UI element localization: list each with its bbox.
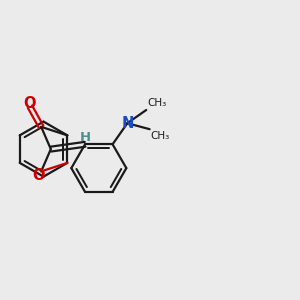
Text: CH₃: CH₃ (147, 98, 167, 108)
Text: O: O (24, 96, 36, 111)
Text: CH₃: CH₃ (151, 131, 170, 141)
Text: N: N (121, 116, 134, 131)
Text: O: O (33, 168, 45, 183)
Text: H: H (80, 131, 91, 144)
